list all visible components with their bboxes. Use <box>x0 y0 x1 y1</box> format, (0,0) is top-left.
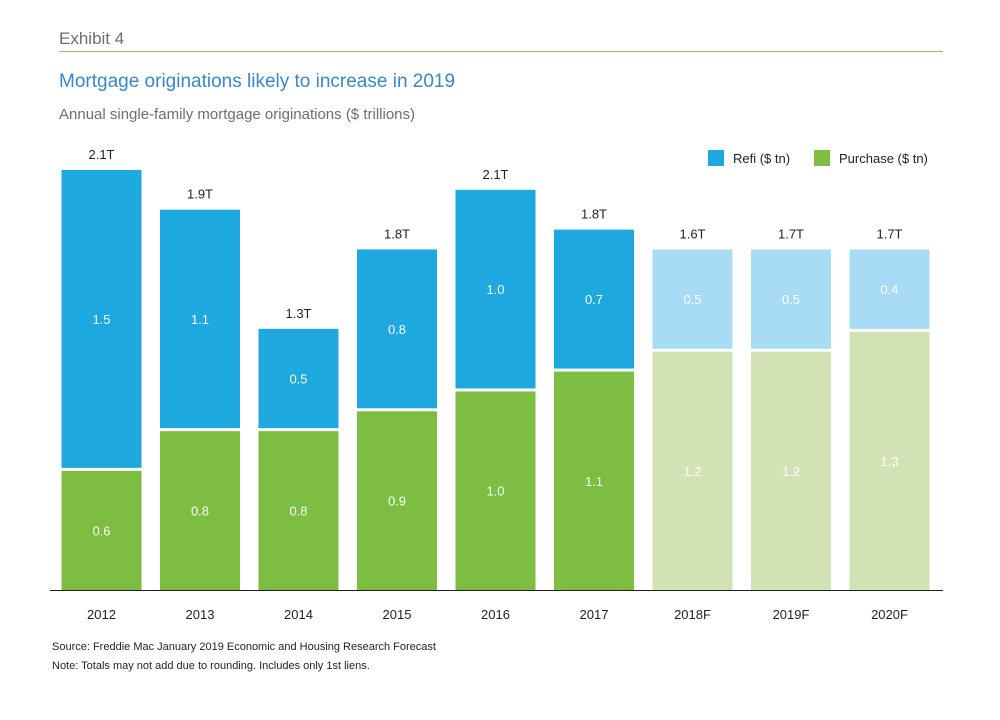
bar-refi-2020F <box>849 249 930 329</box>
data-label-refi-2020F: 0.4 <box>880 282 898 297</box>
data-label-refi-2015: 0.8 <box>388 322 406 337</box>
data-label-refi-2019F: 0.5 <box>782 292 800 307</box>
bar-refi-2015 <box>357 249 437 409</box>
x-tick-label-2016: 2016 <box>481 607 510 622</box>
data-label-refi-2013: 1.1 <box>191 312 209 327</box>
bar-refi-2018F <box>652 249 733 349</box>
bar-refi-2013 <box>160 209 240 429</box>
data-label-refi-2014: 0.5 <box>289 372 307 387</box>
total-label-2015: 1.8T <box>384 226 410 241</box>
total-label-2014: 1.3T <box>285 306 311 321</box>
bar-purchase-2014 <box>258 431 339 590</box>
data-label-refi-2018F: 0.5 <box>683 292 701 307</box>
bar-purchase-2020F <box>849 331 930 590</box>
bar-refi-2014 <box>258 328 339 429</box>
legend-swatch-purchase <box>814 150 830 166</box>
chart-title: Mortgage originations likely to increase… <box>59 71 456 92</box>
x-tick-label-2020F: 2020F <box>871 607 908 622</box>
data-label-purchase-2018F: 1.2 <box>683 464 701 479</box>
total-label-2018F: 1.6T <box>679 226 705 241</box>
header-rule <box>59 51 943 52</box>
data-label-refi-2016: 1.0 <box>486 282 504 297</box>
legend-label-purchase: Purchase ($ tn) <box>839 150 928 166</box>
data-label-refi-2017: 0.7 <box>585 292 603 307</box>
legend-label-refi: Refi ($ tn) <box>733 150 791 166</box>
chart-subtitle: Annual single-family mortgage originatio… <box>59 106 415 123</box>
data-label-refi-2012: 1.5 <box>92 312 110 327</box>
bar-purchase-2012 <box>61 470 142 590</box>
total-label-2019F: 1.7T <box>778 226 804 241</box>
x-tick-label-2013: 2013 <box>186 607 215 622</box>
data-label-purchase-2017: 1.1 <box>585 474 603 489</box>
data-label-purchase-2019F: 1.2 <box>782 464 800 479</box>
bar-purchase-2017 <box>554 371 634 590</box>
x-tick-label-2019F: 2019F <box>773 607 810 622</box>
legend-item-refi: Refi ($ tn) <box>708 150 790 166</box>
total-label-2017: 1.8T <box>581 207 607 222</box>
exhibit-label: Exhibit 4 <box>59 29 125 48</box>
legend-item-purchase: Purchase ($ tn) <box>814 150 928 166</box>
bar-refi-2019F <box>751 249 831 349</box>
bar-refi-2016 <box>455 189 536 389</box>
total-label-2012: 2.1T <box>88 147 114 162</box>
x-tick-label-2012: 2012 <box>87 607 116 622</box>
data-label-purchase-2020F: 1.3 <box>880 454 898 469</box>
x-tick-label-2018F: 2018F <box>674 607 711 622</box>
bar-purchase-2013 <box>160 431 240 590</box>
data-label-purchase-2012: 0.6 <box>92 523 110 538</box>
bar-purchase-2018F <box>652 351 733 590</box>
total-label-2020F: 1.7T <box>876 226 902 241</box>
x-tick-label-2015: 2015 <box>383 607 412 622</box>
legend-swatch-refi <box>708 150 724 166</box>
footnote: Note: Totals may not add due to rounding… <box>52 660 370 672</box>
bar-purchase-2016 <box>455 391 536 590</box>
x-tick-label-2017: 2017 <box>580 607 609 622</box>
data-label-purchase-2015: 0.9 <box>388 494 406 509</box>
total-label-2013: 1.9T <box>187 187 213 202</box>
data-label-purchase-2014: 0.8 <box>289 504 307 519</box>
total-label-2016: 2.1T <box>482 167 508 182</box>
bar-purchase-2015 <box>357 411 437 590</box>
source-note: Source: Freddie Mac January 2019 Economi… <box>52 641 436 653</box>
x-tick-label-2014: 2014 <box>284 607 313 622</box>
bar-refi-2017 <box>554 229 634 369</box>
bar-refi-2012 <box>61 170 142 468</box>
data-label-purchase-2016: 1.0 <box>486 484 504 499</box>
bar-purchase-2019F <box>751 351 831 590</box>
data-label-purchase-2013: 0.8 <box>191 504 209 519</box>
